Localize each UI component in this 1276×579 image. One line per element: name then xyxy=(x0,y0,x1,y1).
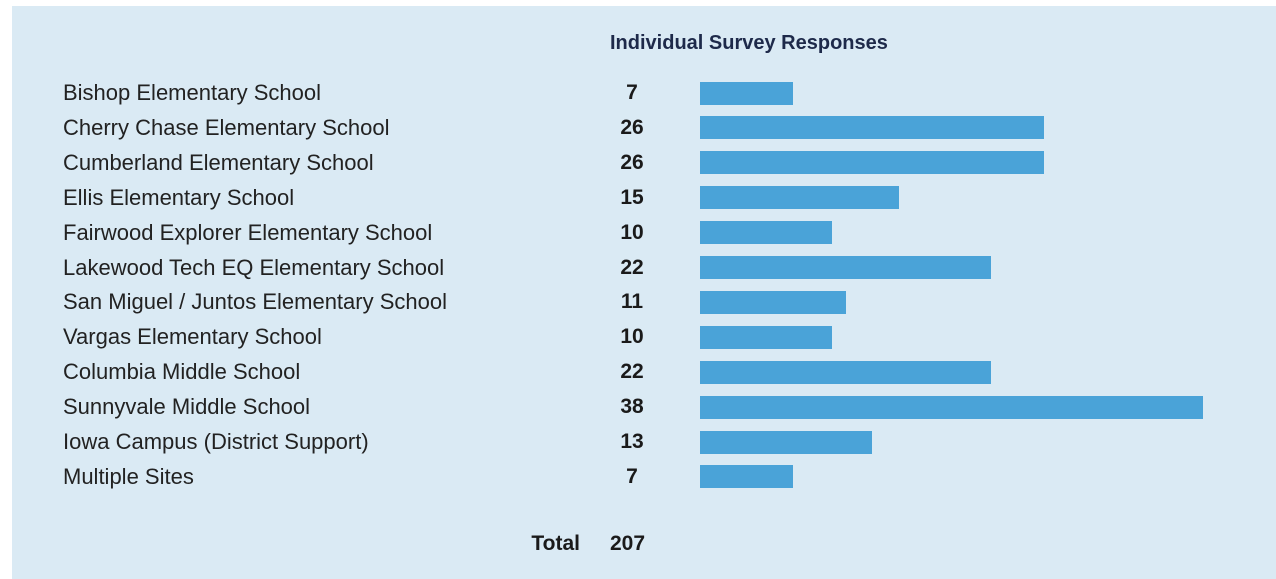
category-label: Multiple Sites xyxy=(63,463,194,489)
category-label: Fairwood Explorer Elementary School xyxy=(63,219,433,245)
value-label: 22 xyxy=(620,255,644,279)
bar xyxy=(700,395,1203,419)
bar xyxy=(700,116,1045,140)
chart-title: Individual Survey Responses xyxy=(610,32,888,54)
category-label: Vargas Elementary School xyxy=(63,324,322,350)
value-label: 11 xyxy=(620,290,644,314)
bar xyxy=(700,151,1045,175)
bar xyxy=(700,186,899,210)
value-label: 38 xyxy=(620,395,644,419)
category-label: Columbia Middle School xyxy=(63,359,301,385)
value-label: 10 xyxy=(620,325,644,349)
bar xyxy=(700,325,833,349)
category-label: Ellis Elementary School xyxy=(63,184,295,210)
total-label: Total xyxy=(531,532,580,555)
category-label: Cherry Chase Elementary School xyxy=(63,114,390,140)
bar xyxy=(700,221,833,245)
bar xyxy=(700,360,992,384)
value-label: 15 xyxy=(620,185,644,209)
category-label: Sunnyvale Middle School xyxy=(63,394,311,420)
value-label: 7 xyxy=(626,464,638,488)
value-label: 26 xyxy=(620,150,644,174)
category-label: Iowa Campus (District Support) xyxy=(63,429,369,454)
value-label: 22 xyxy=(620,360,644,384)
value-label: 10 xyxy=(620,220,644,244)
chart-panel: Individual Survey Responses Bishop Eleme… xyxy=(12,6,1276,579)
value-label: 26 xyxy=(620,115,644,139)
category-label: Bishop Elementary School xyxy=(63,80,322,105)
bar xyxy=(700,81,793,105)
value-label: 13 xyxy=(620,430,644,453)
bar xyxy=(700,465,793,489)
bar xyxy=(700,290,846,314)
bar xyxy=(700,256,992,279)
category-label: San Miguel / Juntos Elementary School xyxy=(63,289,447,315)
category-label: Lakewood Tech EQ Elementary School xyxy=(63,254,445,280)
bar xyxy=(700,430,873,454)
total-value: 207 xyxy=(610,532,646,555)
category-label: Cumberland Elementary School xyxy=(63,149,374,175)
value-label: 7 xyxy=(626,81,638,104)
